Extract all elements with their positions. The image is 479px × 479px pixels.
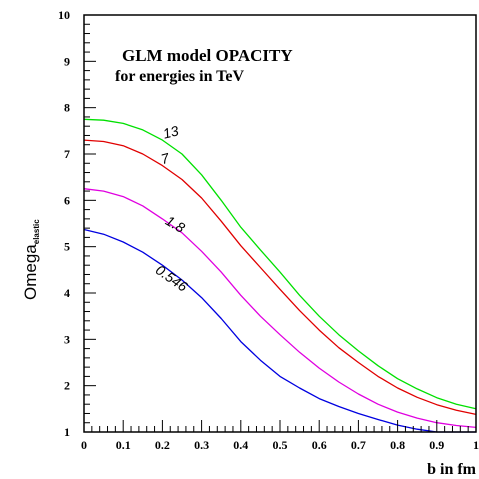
y-tick-label: 2 — [64, 379, 70, 393]
x-tick-label: 0 — [81, 438, 87, 452]
y-tick-label: 3 — [64, 332, 70, 346]
series-label-1-8: 1.8 — [163, 212, 188, 236]
y-tick-label: 4 — [64, 286, 70, 300]
series-label-13: 13 — [161, 122, 180, 141]
chart-title: GLM model OPACITY — [122, 46, 293, 65]
y-tick-label: 8 — [64, 101, 70, 115]
series-line-7 — [83, 139, 477, 416]
x-tick-label: 0.4 — [233, 438, 248, 452]
x-tick-label: 0.6 — [312, 438, 327, 452]
series-line-0-546 — [83, 228, 476, 433]
series-label-0-546: 0.546 — [153, 262, 191, 295]
series-line-13 — [83, 118, 477, 410]
chart-subtitle: for energies in TeV — [115, 68, 244, 85]
x-tick-label: 0.8 — [390, 438, 405, 452]
y-axis-label: Omegaelastic — [21, 219, 41, 300]
y-tick-label: 7 — [64, 147, 70, 161]
y-tick-label: 6 — [64, 193, 70, 207]
series-line-1-8 — [83, 188, 477, 429]
x-tick-label: 0.5 — [273, 438, 288, 452]
x-tick-label: 1 — [473, 438, 479, 452]
y-axis-label-subscript: elastic — [32, 219, 41, 244]
y-tick-label: 9 — [64, 54, 70, 68]
y-axis-label-main: Omega — [21, 244, 40, 300]
ticks-layer: 0 0.1 0.2 0.3 0.4 0.5 0.6 0.7 0.8 0.9 1 1 2 3 4 5 6 7 8 9 10 — [58, 8, 479, 452]
y-axis-label-group: Omegaelastic — [21, 219, 41, 300]
x-tick-label: 0.1 — [116, 438, 131, 452]
x-tick-label: 0.2 — [155, 438, 170, 452]
curves-layer — [83, 118, 477, 433]
x-tick-label: 0.9 — [429, 438, 444, 452]
x-axis-label: b in fm — [427, 461, 477, 478]
y-tick-label: 5 — [64, 240, 70, 254]
y-tick-label: 1 — [64, 425, 70, 439]
x-tick-label: 0.3 — [194, 438, 209, 452]
x-tick-label: 0.7 — [351, 438, 366, 452]
y-tick-label: 10 — [58, 8, 70, 22]
